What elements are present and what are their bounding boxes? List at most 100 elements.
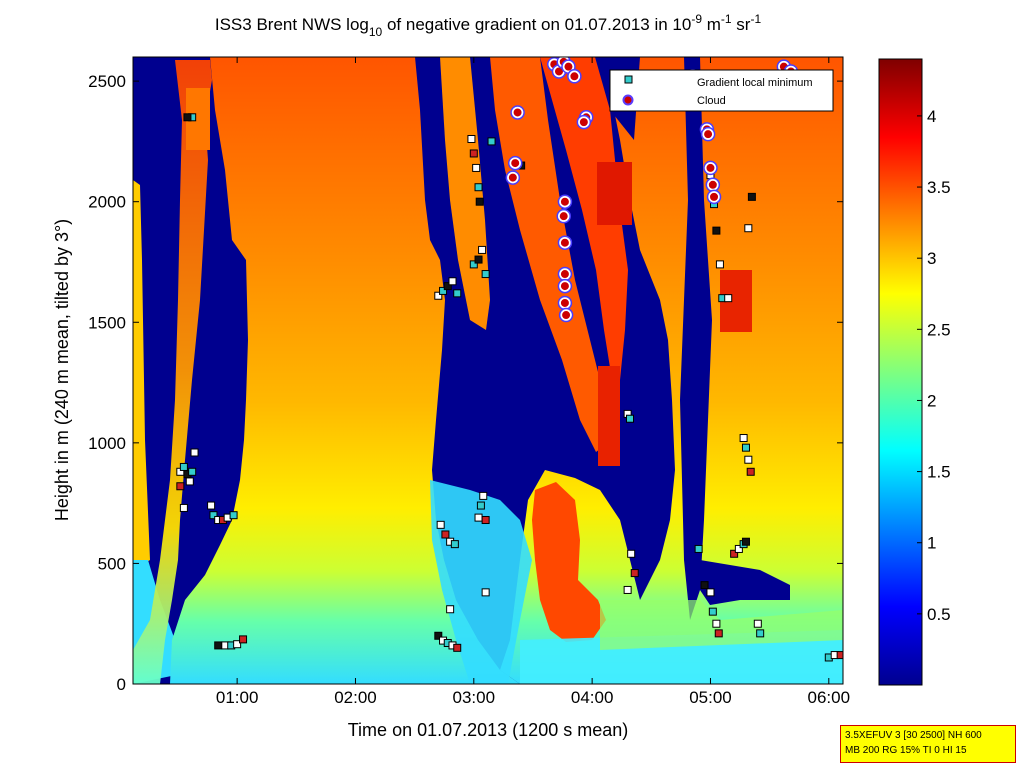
gradient-minimum-marker <box>443 282 452 291</box>
colorbar-tick-label: 1 <box>927 534 936 553</box>
gradient-minimum-marker <box>239 635 248 644</box>
plot-frame <box>132 56 844 685</box>
colorbar-tick-label: 0.5 <box>927 605 951 624</box>
gradient-minimum-marker <box>475 197 484 206</box>
cloud-marker-ring <box>703 160 718 176</box>
cloud-marker-ring <box>557 235 573 250</box>
gap-strip-05 <box>680 57 712 620</box>
x-tick-label: 01:00 <box>216 688 259 707</box>
gradient-minimum-marker <box>190 448 199 457</box>
gradient-minimum-marker <box>229 511 238 520</box>
gradient-minimum-marker <box>487 137 496 146</box>
gradient-minimum-marker <box>441 530 450 539</box>
gradient-minimum-marker <box>436 520 445 529</box>
gradient-minimum-marker <box>708 607 717 616</box>
legend: Gradient local minimum Cloud <box>609 69 834 112</box>
cloud-marker-ring <box>706 189 722 205</box>
cloud-marker-ring <box>556 208 571 224</box>
gradient-minimum-marker <box>630 569 639 578</box>
x-tick-label: 03:00 <box>453 688 496 707</box>
gradient-minimum-marker <box>836 651 843 660</box>
cloud-marker-ring <box>557 278 573 294</box>
gradient-minimum-marker <box>476 501 485 510</box>
red-cell-a <box>597 162 632 225</box>
gradient-minimum-marker <box>207 501 216 510</box>
gradient-minimum-marker <box>434 631 443 640</box>
gradient-minimum-marker <box>453 643 462 652</box>
gradient-minimum-marker <box>478 245 487 254</box>
gradient-minimum-marker <box>714 629 723 638</box>
red-cell-b <box>598 366 620 466</box>
plume-mid-finger-c <box>540 57 628 380</box>
cloud-marker <box>560 309 573 322</box>
gradient-minimum-marker <box>715 260 724 269</box>
x-tick-label: 04:00 <box>571 688 614 707</box>
gradient-minimum-marker <box>694 544 703 553</box>
colorbar-ticks: 0.5 1 1.5 2 2.5 3 3.5 4 <box>917 107 951 624</box>
gap-strip-05b <box>700 560 790 605</box>
cloud-marker <box>506 171 519 184</box>
parameter-line-2: MB 200 RG 15% TI 0 HI 15 <box>845 745 967 756</box>
gradient-minimum-marker <box>469 260 478 269</box>
colorbar-tick-label: 2 <box>927 391 936 410</box>
gradient-minimum-marker <box>744 224 753 233</box>
x-tick-label: 05:00 <box>689 688 732 707</box>
gradient-minimum-marker <box>450 540 459 549</box>
legend-cloud-marker <box>622 94 634 106</box>
cloud-marker <box>558 268 571 281</box>
gradient-minimum-marker <box>753 619 762 628</box>
cloud-marker <box>557 210 570 223</box>
gradient-minimum-marker <box>746 467 755 476</box>
plume-mid-lower <box>430 480 532 684</box>
cloud-marker <box>706 178 719 191</box>
parameter-box: 3.5XEFUV 3 [30 2500] NH 600 MB 200 RG 15… <box>840 725 1016 763</box>
gradient-minimum-marker <box>467 134 476 143</box>
parameter-line-1: 3.5XEFUV 3 [30 2500] NH 600 <box>845 730 982 741</box>
gradient-minimum-marker <box>453 289 462 298</box>
cloud-marker <box>708 190 721 203</box>
gradient-minimum-marker <box>185 477 194 486</box>
gradient-minimum-marker <box>481 588 490 597</box>
y-axis-label: Height in m (240 m mean, tilted by 3°) <box>52 219 72 521</box>
gradient-minimum-marker <box>179 462 188 471</box>
gradient-minimum-marker <box>739 434 748 443</box>
marker-layer <box>176 57 843 662</box>
gradient-minimum-marker <box>627 549 636 558</box>
gradient-minimum-marker <box>741 443 750 452</box>
legend-cloud-label: Cloud <box>697 95 726 107</box>
cloud-marker-ring <box>576 114 592 130</box>
cloud-marker <box>702 128 715 141</box>
colorbar-tick-label: 4 <box>927 107 936 126</box>
gradient-minimum-marker <box>209 511 218 520</box>
cloud-marker-ring <box>567 69 582 84</box>
cloud-marker-ring <box>557 194 573 209</box>
x-axis-label: Time on 01.07.2013 (1200 s mean) <box>348 720 629 740</box>
gradient-minimum-marker <box>188 467 197 476</box>
gradient-minimum-marker <box>474 255 483 264</box>
cloud-marker-ring <box>700 126 716 142</box>
gradient-minimum-marker <box>481 516 490 525</box>
legend-minimum-marker <box>624 75 633 84</box>
colorbar-tick-label: 3.5 <box>927 178 951 197</box>
x-axis: 01:00 02:00 03:00 04:00 05:00 06:00 <box>216 57 850 707</box>
left-edge-band <box>133 180 150 570</box>
gradient-minimum-marker <box>469 149 478 158</box>
cloud-marker-ring <box>510 105 525 120</box>
gradient-minimum-marker <box>479 491 488 500</box>
legend-minimum-label: Gradient local minimum <box>697 77 813 89</box>
cloud-marker <box>558 236 571 249</box>
legend-box <box>609 69 834 112</box>
gradient-minimum-marker <box>446 605 455 614</box>
gradient-minimum-marker <box>730 549 739 558</box>
gradient-minimum-marker <box>214 641 223 650</box>
gradient-minimum-marker <box>756 629 765 638</box>
colorbar-gradient <box>878 58 923 686</box>
gradient-minimum-marker <box>724 294 733 303</box>
cloud-marker-ring <box>505 170 521 185</box>
gradient-minimum-marker <box>233 640 242 649</box>
cloud-marker <box>577 116 590 129</box>
gradient-minimum-marker <box>623 585 632 594</box>
colorbar: 0.5 1 1.5 2 2.5 3 3.5 4 <box>878 58 951 686</box>
gradient-minimum-marker <box>472 163 481 172</box>
y-tick-label: 1500 <box>88 313 126 332</box>
